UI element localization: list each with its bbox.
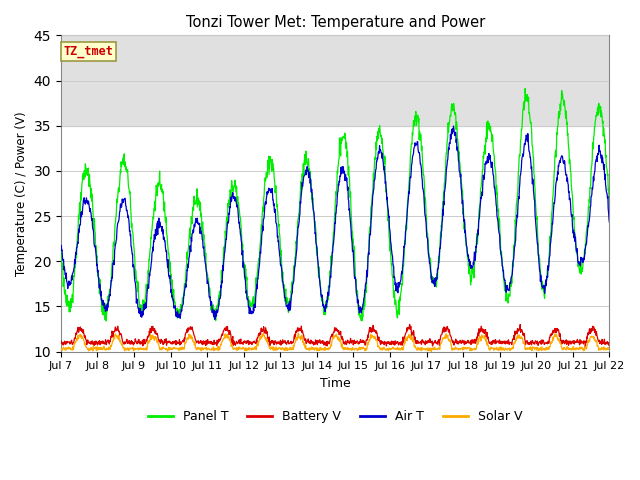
Title: Tonzi Tower Met: Temperature and Power: Tonzi Tower Met: Temperature and Power xyxy=(186,15,484,30)
Air T xyxy=(57,244,65,250)
Battery V xyxy=(406,322,413,327)
Text: TZ_tmet: TZ_tmet xyxy=(63,45,113,58)
Solar V xyxy=(179,347,187,352)
Battery V xyxy=(179,337,187,343)
Panel T xyxy=(179,299,187,304)
Battery V xyxy=(492,338,500,344)
Bar xyxy=(61,36,609,126)
Air T xyxy=(450,123,458,129)
Line: Air T: Air T xyxy=(61,126,609,319)
Solar V xyxy=(57,347,65,353)
Air T xyxy=(241,274,248,279)
Line: Panel T: Panel T xyxy=(61,88,609,321)
Solar V xyxy=(605,346,613,352)
X-axis label: Time: Time xyxy=(320,377,351,390)
Legend: Panel T, Battery V, Air T, Solar V: Panel T, Battery V, Air T, Solar V xyxy=(143,405,527,428)
Panel T xyxy=(57,248,65,254)
Line: Solar V: Solar V xyxy=(61,333,609,351)
Y-axis label: Temperature (C) / Power (V): Temperature (C) / Power (V) xyxy=(15,111,28,276)
Air T xyxy=(493,204,500,209)
Air T xyxy=(541,287,549,293)
Air T xyxy=(211,316,219,322)
Battery V xyxy=(420,339,428,345)
Solar V xyxy=(541,347,549,353)
Line: Battery V: Battery V xyxy=(61,324,609,348)
Panel T xyxy=(522,85,529,91)
Panel T xyxy=(102,318,110,324)
Panel T xyxy=(166,268,173,274)
Panel T xyxy=(605,205,613,211)
Panel T xyxy=(541,289,549,295)
Air T xyxy=(420,204,428,210)
Battery V xyxy=(582,346,589,351)
Panel T xyxy=(492,192,500,197)
Air T xyxy=(605,219,613,225)
Solar V xyxy=(294,330,302,336)
Solar V xyxy=(241,345,248,351)
Battery V xyxy=(241,338,248,344)
Solar V xyxy=(428,348,435,354)
Solar V xyxy=(493,345,500,350)
Battery V xyxy=(57,338,65,344)
Panel T xyxy=(241,276,248,282)
Battery V xyxy=(166,339,173,345)
Battery V xyxy=(605,340,613,346)
Air T xyxy=(166,276,173,281)
Solar V xyxy=(166,346,173,351)
Solar V xyxy=(420,346,428,352)
Air T xyxy=(179,302,187,308)
Battery V xyxy=(541,341,548,347)
Panel T xyxy=(420,184,428,190)
